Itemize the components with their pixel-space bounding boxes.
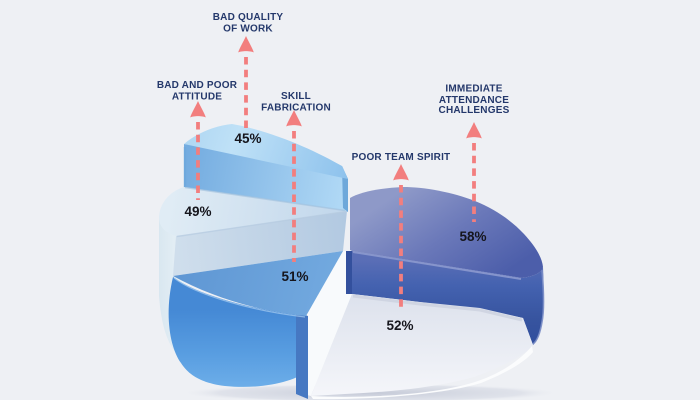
svg-text:ATTENDANCE: ATTENDANCE bbox=[439, 95, 509, 106]
svg-text:52%: 52% bbox=[386, 318, 413, 333]
svg-text:POOR TEAM SPIRIT: POOR TEAM SPIRIT bbox=[352, 152, 451, 163]
svg-text:ATTITUDE: ATTITUDE bbox=[172, 92, 222, 103]
svg-text:49%: 49% bbox=[184, 204, 211, 219]
svg-text:51%: 51% bbox=[281, 269, 308, 284]
svg-text:SKILL: SKILL bbox=[281, 91, 311, 102]
svg-text:FABRICATION: FABRICATION bbox=[261, 103, 331, 114]
svg-text:58%: 58% bbox=[459, 229, 486, 244]
svg-text:CHALLENGES: CHALLENGES bbox=[439, 105, 510, 116]
svg-text:OF WORK: OF WORK bbox=[223, 24, 273, 35]
svg-text:IMMEDIATE: IMMEDIATE bbox=[445, 84, 502, 95]
svg-text:BAD AND POOR: BAD AND POOR bbox=[157, 80, 238, 91]
svg-text:45%: 45% bbox=[234, 131, 261, 146]
svg-text:BAD QUALITY: BAD QUALITY bbox=[213, 12, 284, 23]
